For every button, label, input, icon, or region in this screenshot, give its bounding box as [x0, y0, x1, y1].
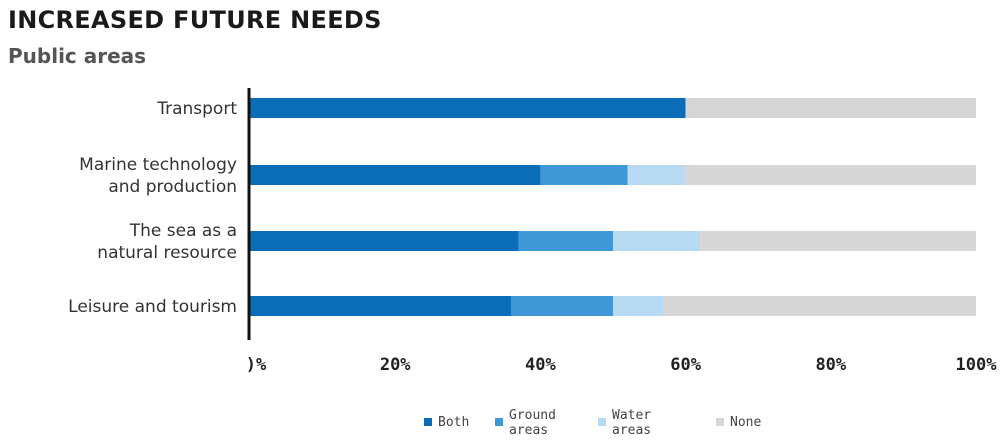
legend-swatch-both	[424, 418, 432, 426]
bar-segment-none-2	[700, 231, 976, 251]
category-label: Leisure and tourism	[68, 297, 237, 317]
x-tick-label: 60%	[670, 355, 701, 375]
bar-segment-both-3	[250, 296, 512, 316]
category-label: Transport	[156, 99, 237, 119]
legend-label-both: Both	[438, 415, 469, 430]
bar-segment-ground-areas-3	[511, 296, 613, 316]
legend-label-ground-areas: areas	[509, 423, 548, 438]
category-label: The sea as a	[129, 221, 237, 241]
category-label: natural resource	[97, 243, 237, 263]
bar-segment-none-3	[663, 296, 976, 316]
x-tick-label: 100%	[956, 355, 998, 375]
bar-segment-water-areas-1	[627, 165, 686, 185]
legend-swatch-water-areas	[598, 418, 606, 426]
chart-subtitle: Public areas	[8, 44, 147, 68]
legend-label-ground-areas: Ground	[509, 408, 556, 423]
legend-swatch-ground-areas	[495, 418, 503, 426]
bar-segment-none-1	[685, 165, 976, 185]
bar-segment-none-0	[685, 98, 976, 118]
legend-swatch-none	[716, 418, 724, 426]
chart-title: INCREASED FUTURE NEEDS	[8, 6, 382, 34]
bar-segment-both-1	[250, 165, 541, 185]
x-tick-label: 80%	[815, 355, 846, 375]
bar-segment-ground-areas-1	[540, 165, 628, 185]
bar-segment-water-areas-2	[613, 231, 701, 251]
x-tick-labels: )% 20% 40% 60% 80% 100%	[246, 355, 997, 375]
bar-segment-both-0	[250, 98, 686, 118]
category-label: Marine technology	[79, 155, 237, 175]
x-tick-label: 20%	[380, 355, 411, 375]
bar-group	[250, 98, 976, 316]
bar-segment-ground-areas-2	[518, 231, 613, 251]
category-label: and production	[108, 177, 237, 197]
x-tick-label: )%	[246, 355, 267, 375]
bar-segment-both-2	[250, 231, 519, 251]
x-tick-label: 40%	[525, 355, 556, 375]
legend-label-water-areas: areas	[612, 423, 651, 438]
legend-label-water-areas: Water	[612, 408, 651, 423]
bar-segment-water-areas-3	[613, 296, 664, 316]
legend-label-none: None	[730, 415, 761, 430]
